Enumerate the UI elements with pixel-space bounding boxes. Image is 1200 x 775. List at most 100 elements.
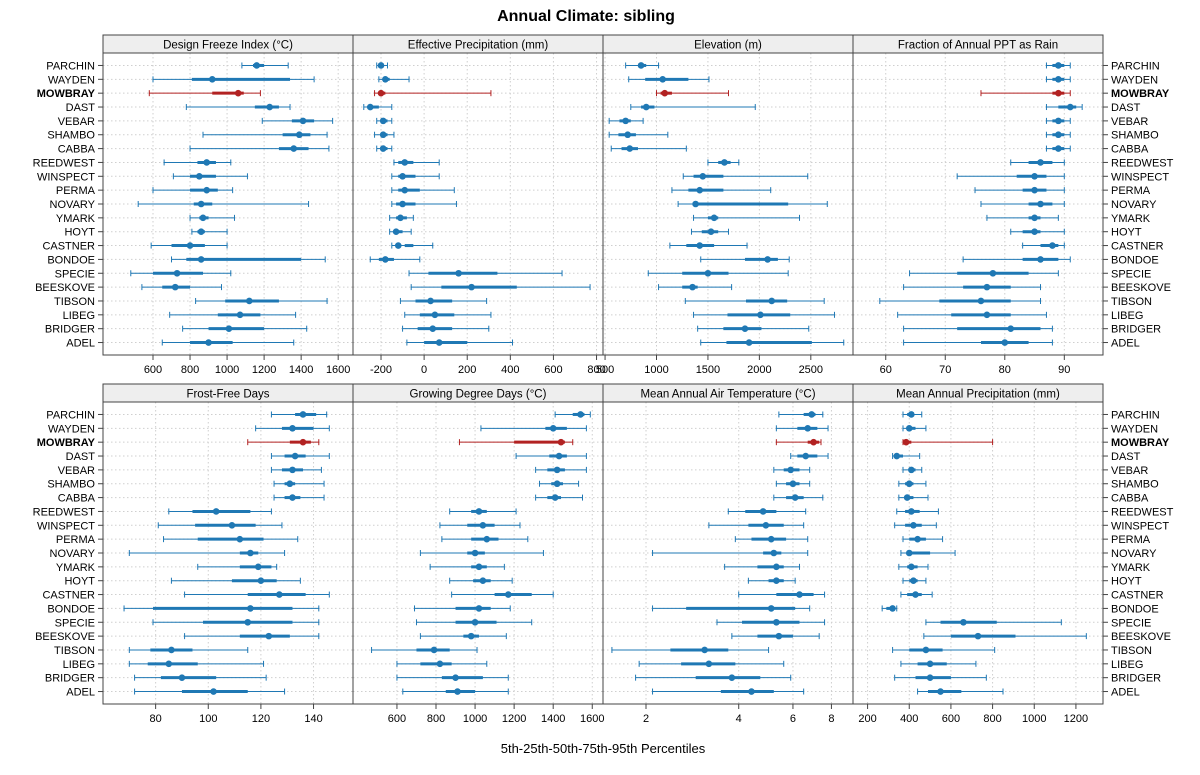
median-point <box>977 297 985 305</box>
median-point <box>399 172 406 180</box>
median-point <box>770 549 778 557</box>
site-label-right: LIBEG <box>1111 310 1143 322</box>
median-point <box>983 311 991 319</box>
site-label-left: CABBA <box>58 493 96 505</box>
median-point <box>195 172 203 180</box>
median-point <box>704 269 712 277</box>
site-label-left: DAST <box>66 451 96 463</box>
site-label-right: TIBSON <box>1111 645 1152 657</box>
site-label-right: BONDOE <box>1111 254 1159 266</box>
median-point <box>791 494 799 501</box>
x-tick-label: 8 <box>828 713 834 725</box>
median-point <box>705 660 713 668</box>
site-label-right: BONDOE <box>1111 603 1159 615</box>
site-label-left: HOYT <box>64 227 95 239</box>
median-point <box>748 688 755 695</box>
median-point <box>1055 131 1062 139</box>
median-point <box>773 577 780 585</box>
site-label-right: WINSPECT <box>1111 520 1169 532</box>
median-point <box>759 508 767 515</box>
site-label-right: REEDWEST <box>1111 506 1174 518</box>
median-point <box>910 521 917 529</box>
median-point <box>1055 62 1062 69</box>
site-label-right: ADEL <box>1111 338 1140 350</box>
site-label-left: LIBEG <box>63 659 95 671</box>
median-point <box>1037 256 1044 263</box>
median-point <box>475 605 483 612</box>
site-label-left: WAYDEN <box>48 74 95 86</box>
median-point <box>773 618 780 626</box>
median-point <box>804 425 812 432</box>
median-point <box>168 646 175 654</box>
site-label-left: PERMA <box>56 185 96 197</box>
median-point <box>431 311 439 319</box>
median-point <box>960 618 967 626</box>
median-point <box>1066 103 1074 111</box>
x-tick-label: 2500 <box>799 364 823 376</box>
median-point <box>553 466 561 474</box>
median-point <box>549 425 557 432</box>
median-point <box>299 117 307 125</box>
median-point <box>286 480 294 488</box>
median-point <box>427 297 434 305</box>
x-tick-label: 1400 <box>289 364 313 376</box>
x-tick-label: 6 <box>790 713 796 725</box>
x-tick-label: -200 <box>370 364 392 376</box>
x-tick-label: 600 <box>942 713 960 725</box>
median-point <box>165 660 173 668</box>
median-point <box>394 242 402 249</box>
x-tick-label: 1000 <box>644 364 668 376</box>
x-tick-label: 800 <box>983 713 1001 725</box>
x-tick-label: 80 <box>150 713 162 725</box>
x-tick-label: 4 <box>736 713 742 725</box>
median-point <box>728 674 736 681</box>
site-label-left: PARCHIN <box>46 60 95 72</box>
x-tick-label: 200 <box>458 364 476 376</box>
median-point <box>926 674 934 681</box>
site-label-left: BONDOE <box>47 603 95 615</box>
site-label-left: SHAMBO <box>47 479 95 491</box>
x-tick-label: 1500 <box>696 364 720 376</box>
median-point <box>912 591 919 598</box>
median-point <box>1055 145 1062 152</box>
median-point <box>989 269 997 277</box>
site-label-left: VEBAR <box>58 465 95 477</box>
median-point <box>171 283 179 291</box>
median-point <box>767 535 775 543</box>
median-point <box>905 425 913 432</box>
site-label-right: DAST <box>1111 451 1141 463</box>
site-label-right: TIBSON <box>1111 296 1152 308</box>
site-label-left: BRIDGER <box>45 673 95 685</box>
median-point <box>471 549 479 557</box>
median-point <box>624 131 631 139</box>
median-point <box>178 674 186 681</box>
site-label-left: LIBEG <box>63 310 95 322</box>
median-point <box>452 674 459 681</box>
x-tick-label: 70 <box>939 364 951 376</box>
site-label-right: BEESKOVE <box>1111 631 1171 643</box>
site-label-right: NOVARY <box>1111 199 1157 211</box>
median-point <box>626 145 634 152</box>
panel-title: Mean Annual Precipitation (mm) <box>896 389 1060 401</box>
x-tick-label: 1000 <box>463 713 487 725</box>
median-point <box>429 325 437 332</box>
median-point <box>299 438 307 446</box>
median-point <box>905 480 913 488</box>
median-point <box>379 131 387 139</box>
x-tick-label: 500 <box>596 364 614 376</box>
x-tick-label: 800 <box>181 364 199 376</box>
site-label-left: WAYDEN <box>48 423 95 435</box>
median-point <box>553 480 561 488</box>
site-label-right: CASTNER <box>1111 241 1164 253</box>
site-label-right: ADEL <box>1111 687 1140 699</box>
median-point <box>1031 214 1038 222</box>
median-point <box>974 632 982 640</box>
x-tick-label: 80 <box>999 364 1011 376</box>
site-label-left: TIBSON <box>54 296 95 308</box>
site-label-right: CABBA <box>1111 493 1149 505</box>
median-point <box>289 466 296 474</box>
site-label-left: NOVARY <box>50 199 96 211</box>
median-point <box>435 339 443 346</box>
median-point <box>775 632 783 640</box>
panel-title: Frost-Free Days <box>186 389 269 401</box>
